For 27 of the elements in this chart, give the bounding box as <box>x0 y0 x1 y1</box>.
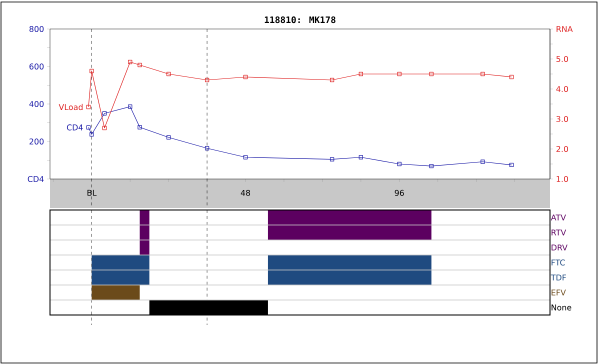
point <box>358 155 363 160</box>
point <box>102 126 107 130</box>
line-series <box>86 104 514 168</box>
point <box>204 146 210 150</box>
point <box>480 160 485 164</box>
point <box>90 132 94 136</box>
point <box>90 68 94 74</box>
point <box>429 164 434 168</box>
point <box>243 74 248 80</box>
point <box>138 125 142 130</box>
point <box>243 155 248 160</box>
point <box>397 162 402 166</box>
point <box>128 104 132 109</box>
point <box>480 72 485 76</box>
point <box>102 111 107 116</box>
point <box>138 62 142 68</box>
point <box>204 78 210 82</box>
point <box>397 72 402 76</box>
point <box>166 135 171 140</box>
point <box>330 157 334 162</box>
chart-title: 118810: MK178 <box>264 16 336 24</box>
bar <box>92 285 140 300</box>
point <box>128 60 132 64</box>
point <box>166 72 171 76</box>
point <box>358 72 363 76</box>
point <box>330 78 334 82</box>
point <box>429 72 434 76</box>
